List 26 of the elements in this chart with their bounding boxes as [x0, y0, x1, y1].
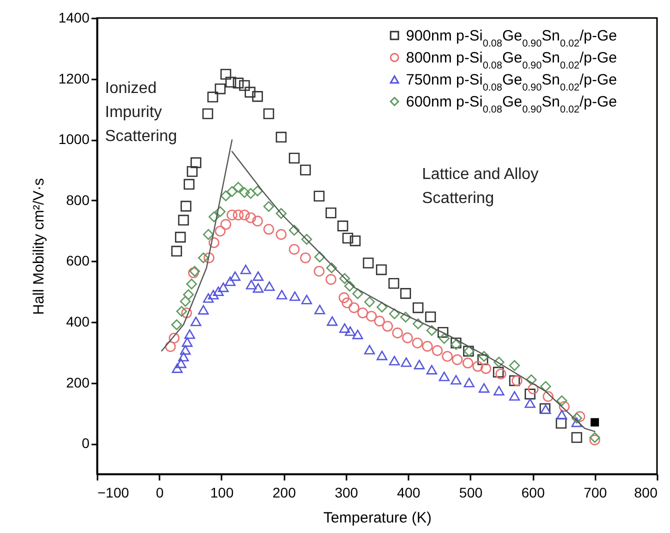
- legend-label: 900nm p-Si$_{0.08}$Ge$_{0.90}$Sn$_{0.02}$/p-Ge: [406, 28, 618, 49]
- x-tick-label: 500: [459, 484, 483, 500]
- y-tick-label: 1000: [58, 131, 90, 148]
- x-tick-label: −100: [98, 484, 130, 500]
- legend-label: 750nm p-Si$_{0.08}$Ge$_{0.90}$Sn$_{0.02}$/p-Ge: [406, 72, 618, 93]
- y-tick-label: 400: [66, 314, 90, 330]
- x-tick-label: 200: [272, 484, 296, 500]
- x-tick-label: 100: [210, 484, 234, 500]
- x-tick-label: 400: [396, 484, 421, 500]
- x-tick-label: 300: [334, 484, 358, 500]
- x-tick-label: 600: [521, 484, 545, 500]
- annotation: Lattice and Alloy Scattering: [422, 166, 539, 207]
- x-tick-label: 0: [156, 484, 164, 500]
- x-tick-label: 700: [584, 484, 608, 500]
- y-tick-label: 200: [66, 374, 90, 390]
- x-axis-title: Temperature (K): [323, 510, 432, 526]
- y-axis-title: Hall Mobility cm²/V·s: [30, 178, 48, 315]
- legend-label: 600nm p-Si$_{0.08}$Ge$_{0.90}$Sn$_{0.02}$/p-Ge: [406, 94, 618, 115]
- y-tick-label: 600: [66, 252, 90, 269]
- y-tick-label: 1200: [58, 70, 90, 86]
- annotation: Ionized Impurity Scattering: [105, 80, 178, 145]
- y-tick-label: 800: [66, 192, 90, 208]
- legend-label: 800nm p-Si$_{0.08}$Ge$_{0.90}$Sn$_{0.02}$/p-Ge: [406, 50, 618, 71]
- y-tick-label: 0: [82, 435, 90, 452]
- y-tick-label: 1400: [58, 10, 90, 26]
- x-tick-label: 800: [634, 484, 658, 500]
